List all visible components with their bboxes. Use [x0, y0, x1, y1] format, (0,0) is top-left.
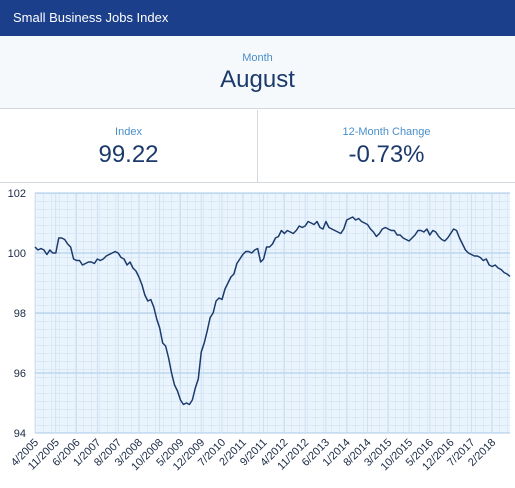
month-label: Month [242, 52, 273, 64]
change-label: 12-Month Change [342, 126, 431, 138]
y-tick-label: 100 [8, 248, 26, 260]
header-title: Small Business Jobs Index [0, 0, 515, 36]
month-panel: Month August [0, 36, 515, 109]
change-value: -0.73% [348, 141, 425, 168]
index-panel: Index 99.22 [0, 110, 258, 183]
y-tick-label: 98 [14, 308, 26, 320]
y-tick-label: 102 [8, 188, 26, 200]
index-value: 99.22 [98, 141, 159, 168]
y-tick-label: 94 [14, 428, 26, 440]
month-value: August [220, 66, 295, 93]
y-tick-label: 96 [14, 368, 26, 380]
change-panel: 12-Month Change -0.73% [258, 110, 515, 183]
line-series [34, 216, 511, 406]
index-label: Index [115, 126, 142, 138]
